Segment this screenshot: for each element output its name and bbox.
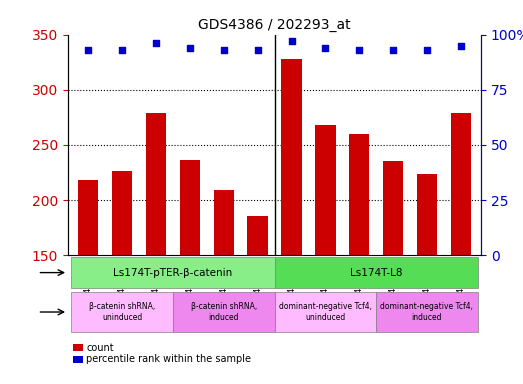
Bar [417, 174, 437, 384]
Bar [173, 292, 275, 332]
Point [84, 47, 93, 53]
Text: count: count [86, 343, 114, 353]
Text: percentile rank within the sample: percentile rank within the sample [86, 354, 251, 364]
Point [457, 43, 465, 49]
Bar [112, 171, 132, 384]
Point [186, 45, 194, 51]
Text: Ls174T-pTER-β-catenin: Ls174T-pTER-β-catenin [113, 268, 233, 278]
Point [220, 47, 228, 53]
Bar [78, 180, 98, 384]
Point [118, 47, 127, 53]
Bar [275, 292, 376, 332]
Point [254, 47, 262, 53]
Text: Ls174T-L8: Ls174T-L8 [350, 268, 402, 278]
Bar [213, 190, 234, 384]
Text: dominant-negative Tcf4,
uninduced: dominant-negative Tcf4, uninduced [279, 302, 372, 322]
Bar [383, 161, 403, 384]
Bar [71, 292, 173, 332]
Text: β-catenin shRNA,
uninduced: β-catenin shRNA, uninduced [89, 302, 155, 322]
Point [287, 38, 295, 44]
Title: GDS4386 / 202293_at: GDS4386 / 202293_at [198, 18, 351, 32]
Point [152, 40, 160, 46]
Bar [247, 215, 268, 384]
Bar [315, 125, 336, 384]
Bar [451, 113, 471, 384]
Point [389, 47, 397, 53]
Bar [275, 257, 478, 288]
Point [355, 47, 363, 53]
Text: β-catenin shRNA,
induced: β-catenin shRNA, induced [191, 302, 257, 322]
Bar [180, 161, 200, 384]
Bar [376, 292, 478, 332]
Point [321, 45, 329, 51]
Bar [281, 59, 302, 384]
Text: dominant-negative Tcf4,
induced: dominant-negative Tcf4, induced [380, 302, 473, 322]
Point [423, 47, 431, 53]
Bar [349, 134, 369, 384]
Bar [146, 113, 166, 384]
Bar [71, 257, 275, 288]
